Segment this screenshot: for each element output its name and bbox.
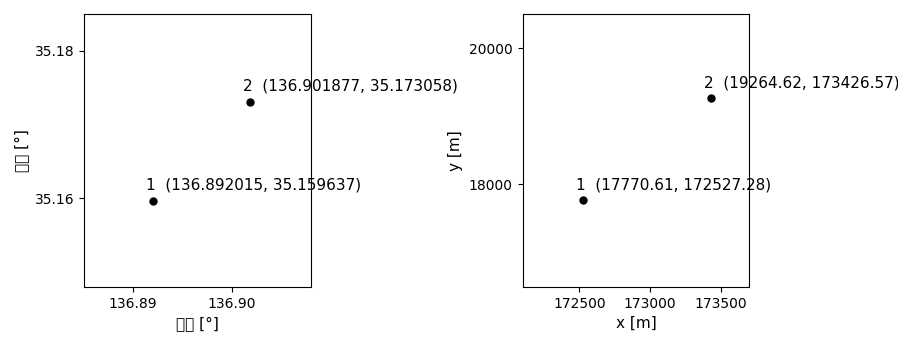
Text: 1  (17770.61, 172527.28): 1 (17770.61, 172527.28) — [577, 177, 771, 192]
X-axis label: x [m]: x [m] — [616, 316, 656, 331]
Text: 2  (19264.62, 173426.57): 2 (19264.62, 173426.57) — [704, 75, 898, 90]
Y-axis label: y [m]: y [m] — [448, 130, 463, 171]
Text: 2  (136.901877, 35.173058): 2 (136.901877, 35.173058) — [243, 79, 458, 94]
Text: 1  (136.892015, 35.159637): 1 (136.892015, 35.159637) — [146, 178, 361, 193]
Y-axis label: 緯度 [°]: 緯度 [°] — [13, 129, 29, 172]
X-axis label: 経度 [°]: 経度 [°] — [176, 316, 219, 331]
